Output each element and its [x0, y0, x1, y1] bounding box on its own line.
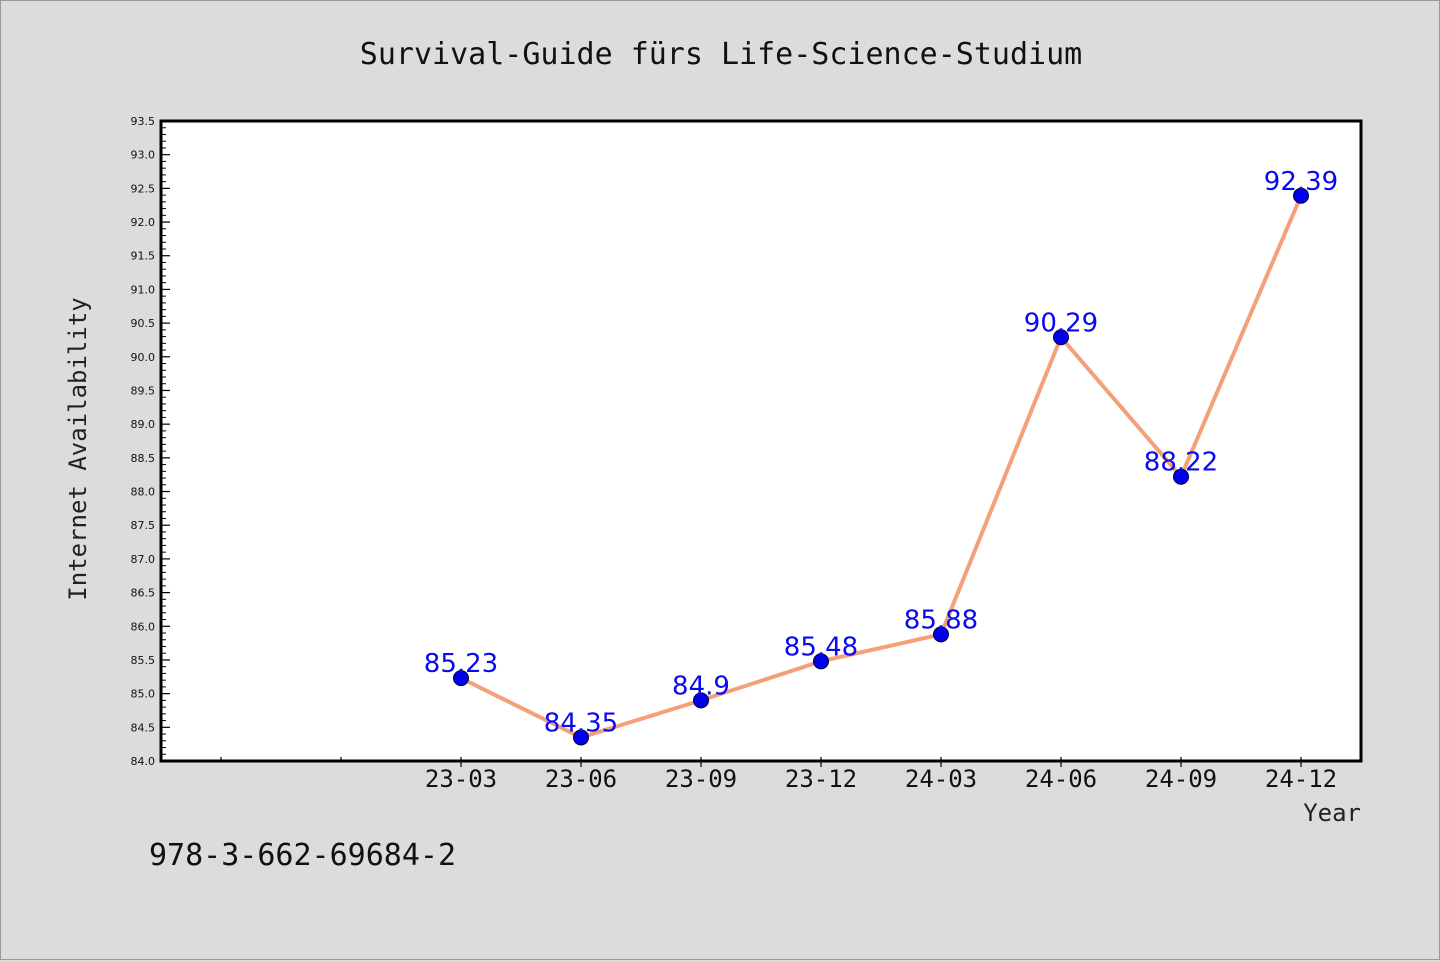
data-label: 90.29: [1024, 308, 1098, 338]
x-tick-label: 23-12: [785, 765, 857, 793]
y-tick-label: 90.0: [131, 351, 156, 364]
chart-title: Survival-Guide fürs Life-Science-Studium: [360, 37, 1082, 72]
data-point: [1293, 187, 1309, 204]
data-point: [573, 729, 589, 746]
data-label: 85.88: [904, 605, 978, 635]
y-tick-label: 84.0: [131, 755, 156, 768]
x-tick-label: 23-03: [425, 765, 497, 793]
data-points: [453, 187, 1309, 746]
y-tick-label: 84.5: [131, 721, 156, 734]
plot-area: [159, 119, 1363, 763]
y-tick-label: 87.5: [131, 519, 156, 532]
data-label: 84.9: [672, 671, 730, 701]
data-point: [813, 653, 829, 670]
y-tick-label: 85.5: [131, 654, 156, 667]
y-tick-label: 89.5: [131, 384, 156, 397]
y-tick-label: 88.5: [131, 452, 156, 465]
y-tick-label: 93.5: [131, 115, 156, 128]
y-tick-label: 86.0: [131, 620, 156, 633]
isbn-text: 978-3-662-69684-2: [149, 838, 456, 873]
data-label: 84.35: [544, 708, 618, 738]
data-point: [453, 670, 469, 687]
x-tick-label: 24-03: [905, 765, 977, 793]
y-tick-label: 93.0: [131, 149, 156, 162]
y-tick-label: 90.5: [131, 317, 156, 330]
x-tick-label: 23-09: [665, 765, 737, 793]
y-axis-label: Internet Availability: [64, 297, 92, 600]
y-tick-label: 86.5: [131, 587, 156, 600]
y-axis: 84.0 84.5 85.0 85.5 86.0 86.5 87.0 87.5 88.0 88.5…: [131, 115, 170, 768]
data-point: [933, 626, 949, 643]
data-point: [1053, 329, 1069, 346]
data-label: 85.23: [424, 649, 498, 679]
y-tick-label: 89.0: [131, 418, 156, 431]
data-labels: 85.23 84.35 84.9 85.48 85.88 90.29 88.22 92.39: [424, 167, 1338, 739]
y-tick-label: 91.5: [131, 250, 156, 263]
x-axis-label: Year: [1303, 799, 1361, 827]
y-tick-label: 92.5: [131, 182, 156, 195]
y-tick-label: 87.0: [131, 553, 156, 566]
x-tick-label: 23-06: [545, 765, 617, 793]
y-tick-label: 85.0: [131, 688, 156, 701]
data-point: [1173, 468, 1189, 485]
x-tick-label: 24-09: [1145, 765, 1217, 793]
data-label: 92.39: [1264, 167, 1338, 197]
x-axis: 23-03 23-06 23-09 23-12 24-03 24-06 24-09 24-12: [220, 757, 1337, 793]
y-tick-label: 91.0: [131, 283, 156, 296]
y-tick-label: 88.0: [131, 486, 156, 499]
y-tick-label: 92.0: [131, 216, 156, 229]
data-point: [693, 692, 709, 709]
data-label: 88.22: [1144, 448, 1218, 478]
x-tick-label: 24-06: [1025, 765, 1097, 793]
data-label: 85.48: [784, 632, 858, 662]
series-line: [460, 194, 1303, 740]
x-tick-label: 24-12: [1265, 765, 1337, 793]
